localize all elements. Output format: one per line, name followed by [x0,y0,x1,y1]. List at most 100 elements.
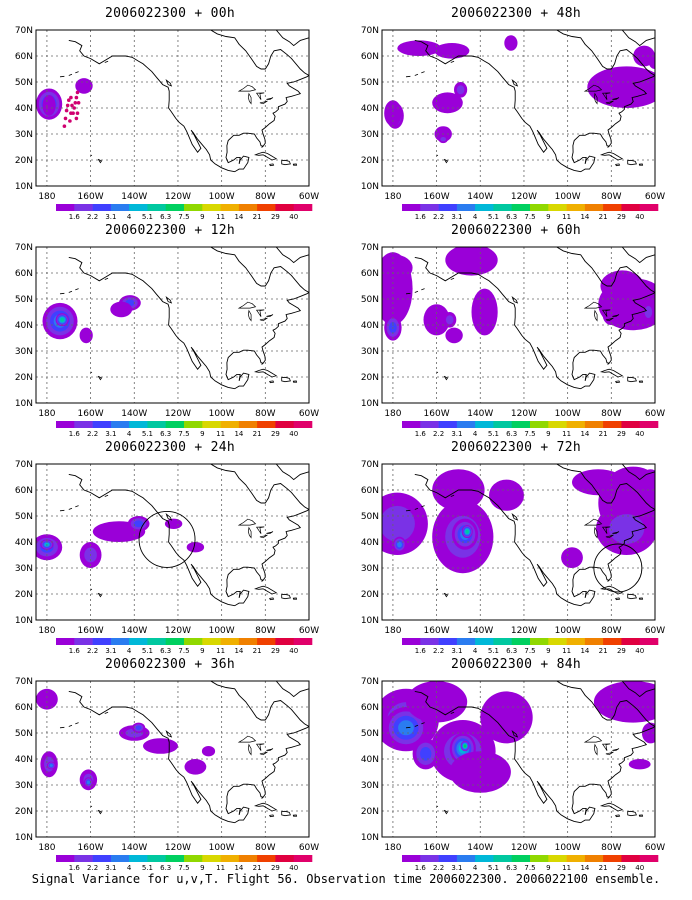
variance-contour [445,315,454,325]
lat-tick-label: 30N [15,347,33,357]
variance-contour [465,529,469,534]
coastline [414,39,655,173]
colorbar-swatch [584,421,604,428]
island [269,163,275,167]
lon-tick-label: 100W [555,409,581,419]
island [511,295,519,304]
island [627,376,637,383]
lake [583,518,603,526]
colorbar-label: 11 [216,647,225,655]
colorbar-label: 11 [216,864,225,872]
variance-contour [434,43,470,59]
colorbar-swatch [129,421,148,428]
lon-tick-label: 80W [601,843,621,853]
lon-tick-label: 160W [78,626,104,636]
colorbar-label: 21 [599,647,608,655]
colorbar-label: 7.5 [524,430,535,438]
colorbar-swatch [293,204,313,211]
island [253,585,278,595]
coastline [414,690,655,824]
island [253,802,278,812]
island [627,810,637,817]
lat-tick-label: 30N [361,130,379,140]
lake [583,735,603,743]
colorbar-swatch [257,204,276,211]
lat-tick-label: 10N [361,833,379,843]
observation-point [63,116,68,121]
colorbar-swatch [548,421,567,428]
colorbar-swatch [639,204,659,211]
coastline [621,464,655,481]
observation-point [74,95,79,100]
panel-title: 2006022300 + 84h [450,657,582,672]
coastline [68,690,309,824]
island [97,158,103,164]
lat-tick-label: 50N [361,512,379,522]
island [97,375,103,381]
colorbar-swatch [165,204,185,211]
lon-tick-label: 140W [467,409,493,419]
coastline [607,145,610,148]
island [405,75,411,78]
map-60h: 70N 60N 50N 40N 30N 20N 10N 180 160W 140W 120W 100W… [361,243,665,438]
lat-tick-label: 70N [15,677,33,687]
colorbar-label: 29 [617,647,626,655]
colorbar-swatch [165,421,185,428]
colorbar-swatch [202,204,221,211]
lat-tick-label: 70N [361,26,379,36]
colorbar-swatch [584,204,604,211]
variance-contour [587,66,655,108]
colorbar-swatch [493,855,512,862]
observation-point [73,101,78,105]
island [165,512,173,521]
coastline [68,39,309,173]
variance-contour [75,78,93,94]
colorbar-label: 9 [546,430,550,438]
lat-tick-label: 60N [361,52,379,62]
lake [266,97,274,101]
variance-contour [644,306,653,318]
island [627,159,637,166]
lake [601,743,611,751]
lon-tick-label: 100W [209,409,235,419]
colorbar-label: 2.2 [87,864,98,872]
colorbar-label: 6.3 [506,647,517,655]
colorbar-label: 9 [200,213,204,221]
island [165,78,173,87]
colorbar-swatch [530,855,549,862]
lon-tick-label: 140W [467,626,493,636]
lake [255,309,265,317]
colorbar-label: 11 [562,864,571,872]
variance-contour [561,547,583,568]
colorbar-swatch [548,204,567,211]
island [281,593,291,600]
lat-tick-label: 50N [361,78,379,88]
colorbar-label: 40 [289,647,298,655]
lat-tick-label: 50N [15,78,33,88]
variance-contour [420,747,432,761]
lon-tick-label: 180 [384,843,401,853]
lat-tick-label: 70N [15,460,33,470]
variance-contour [648,53,655,69]
lat-tick-label: 30N [361,564,379,574]
map-48h: 70N 60N 50N 40N 30N 20N 10N 180 160W 140W 120W 100W… [361,26,665,221]
colorbar-swatch [566,855,586,862]
colorbar-swatch [438,638,458,645]
colorbar-label: 21 [253,213,262,221]
variance-contour [423,304,450,336]
colorbar-label: 6.3 [506,430,517,438]
colorbar-label: 7.5 [178,647,189,655]
lat-tick-label: 10N [15,616,33,626]
colorbar-swatch [639,638,659,645]
colorbar-label: 5.1 [488,647,499,655]
lat-tick-label: 40N [15,321,33,331]
colorbar-label: 11 [216,430,225,438]
colorbar-swatch [293,855,313,862]
panel-title: 2006022300 + 24h [104,440,236,455]
colorbar-label: 1.6 [69,864,81,872]
island [436,588,439,591]
variance-contour [60,317,65,322]
lon-tick-label: 160W [78,843,104,853]
lon-tick-label: 140W [121,409,147,419]
colorbar-swatch [584,855,604,862]
